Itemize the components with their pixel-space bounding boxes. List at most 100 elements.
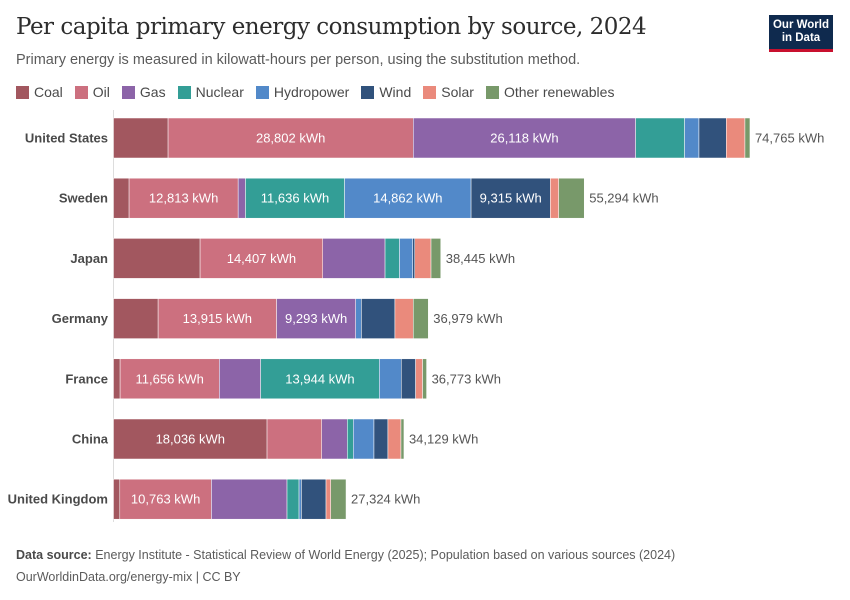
bar-segment-gas[interactable] xyxy=(219,358,261,400)
bar-segment-coal[interactable] xyxy=(113,298,159,339)
bar-segment-nuclear[interactable] xyxy=(384,238,400,279)
legend-swatch xyxy=(177,85,191,99)
bar-segment-oil[interactable] xyxy=(199,238,323,279)
total-value-label: 55,294 kWh xyxy=(589,191,658,206)
category-label: France xyxy=(65,371,108,386)
bar-segment-wind[interactable] xyxy=(301,478,327,520)
legend-swatch xyxy=(74,85,88,99)
bar-segment-wind[interactable] xyxy=(698,117,727,159)
segment-value-label: 11,636 kWh xyxy=(261,191,329,206)
bar-segment-solar[interactable] xyxy=(394,298,414,339)
bar-segment-oil[interactable] xyxy=(167,117,414,159)
segment-value-label: 28,802 kWh xyxy=(256,131,325,146)
bar-segment-gas[interactable] xyxy=(237,177,246,219)
legend-item-hydropower[interactable]: Hydropower xyxy=(255,84,350,100)
source-link[interactable]: OurWorldinData.org/energy-mix xyxy=(16,570,193,584)
bar-segment-gas[interactable] xyxy=(276,298,356,339)
bar-segment-nuclear[interactable] xyxy=(245,177,345,219)
source-label: Data source: xyxy=(16,548,92,562)
bar-segment-nuclear[interactable] xyxy=(286,478,300,520)
bar-segment-wind[interactable] xyxy=(373,418,389,460)
bar-segment-coal[interactable] xyxy=(113,177,130,219)
category-label: Germany xyxy=(52,311,109,326)
legend-label: Hydropower xyxy=(273,84,350,100)
total-value-label: 74,765 kWh xyxy=(755,131,824,146)
bar-segment-solar[interactable] xyxy=(414,238,432,279)
bar-segment-hydropower[interactable] xyxy=(355,298,362,339)
legend-item-wind[interactable]: Wind xyxy=(361,84,411,100)
legend-swatch xyxy=(16,85,29,99)
legend-item-solar[interactable]: Solar xyxy=(423,84,474,100)
bar-segment-solar[interactable] xyxy=(325,478,331,520)
legend-label: Wind xyxy=(379,84,412,100)
bar-segment-nuclear[interactable] xyxy=(347,418,354,460)
legend-label: Nuclear xyxy=(195,84,244,100)
bar-segment-solar[interactable] xyxy=(550,177,559,219)
legend-item-gas[interactable]: Gas xyxy=(121,84,166,100)
segment-value-label: 26,118 kWh xyxy=(490,131,558,146)
segment-value-label: 14,862 kWh xyxy=(373,191,442,206)
segment-value-label: 9,315 kWh xyxy=(480,191,542,206)
bar-segment-hydropower[interactable] xyxy=(353,418,375,460)
segment-value-label: 18,036 kWh xyxy=(156,432,225,447)
legend-label: Coal xyxy=(34,84,63,100)
bar-segment-oil[interactable] xyxy=(157,298,277,339)
bar-segment-coal[interactable] xyxy=(113,418,268,460)
bar-segment-solar[interactable] xyxy=(387,418,402,460)
bar-segment-coal[interactable] xyxy=(113,478,121,520)
total-value-label: 38,445 kWh xyxy=(446,251,515,266)
category-label: United States xyxy=(25,131,108,146)
bar-segment-solar[interactable] xyxy=(726,117,746,159)
bar-segment-nuclear[interactable] xyxy=(260,358,380,400)
bar-segment-oil[interactable] xyxy=(119,478,212,520)
bar-segment-wind[interactable] xyxy=(470,177,551,219)
bar-segment-hydropower[interactable] xyxy=(379,358,402,400)
legend-swatch xyxy=(361,85,375,99)
bar-segment-hydropower[interactable] xyxy=(298,478,302,520)
bar-segment-other-renewables[interactable] xyxy=(412,298,429,339)
bar-segment-gas[interactable] xyxy=(321,418,348,460)
bar-segment-hydropower[interactable] xyxy=(399,238,413,279)
legend-item-other-renewables[interactable]: Other renewables xyxy=(485,84,615,100)
bar-segment-wind[interactable] xyxy=(401,358,416,400)
source-text: Energy Institute - Statistical Review of… xyxy=(95,548,676,562)
segment-value-label: 12,813 kWh xyxy=(149,191,218,206)
bar-segment-oil[interactable] xyxy=(128,177,239,219)
bar-segment-solar[interactable] xyxy=(415,358,423,400)
bar-segment-coal[interactable] xyxy=(113,358,121,400)
total-value-label: 36,979 kWh xyxy=(433,311,502,326)
bar-segment-wind[interactable] xyxy=(412,238,416,279)
bar-segment-oil[interactable] xyxy=(266,418,322,460)
bar-segment-hydropower[interactable] xyxy=(684,117,700,159)
bar-segment-other-renewables[interactable] xyxy=(558,177,585,219)
bar-segment-coal[interactable] xyxy=(113,238,201,279)
chart-title: Per capita primary energy consumption by… xyxy=(16,14,647,40)
bar-segment-gas[interactable] xyxy=(211,478,288,520)
legend-swatch xyxy=(485,85,499,99)
legend-swatch xyxy=(255,85,269,99)
segment-value-label: 9,293 kWh xyxy=(285,311,347,326)
legend-item-oil[interactable]: Oil xyxy=(74,84,110,100)
bar-segment-wind[interactable] xyxy=(361,298,396,339)
segment-value-label: 11,656 kWh xyxy=(136,371,204,386)
bar-segment-other-renewables[interactable] xyxy=(430,238,441,279)
bar-segment-other-renewables[interactable] xyxy=(330,478,347,520)
legend-swatch xyxy=(423,85,437,99)
segment-value-label: 13,915 kWh xyxy=(183,311,252,326)
legend-label: Other renewables xyxy=(503,84,615,100)
license-link[interactable]: CC BY xyxy=(202,570,241,584)
owid-logo[interactable]: Our World in Data xyxy=(769,15,833,52)
bar-segment-other-renewables[interactable] xyxy=(422,358,427,400)
bar-segment-gas[interactable] xyxy=(322,238,386,279)
bar-segment-other-renewables[interactable] xyxy=(744,117,751,159)
bar-segment-other-renewables[interactable] xyxy=(400,418,405,460)
bar-segment-coal[interactable] xyxy=(113,117,169,159)
segment-value-label: 10,763 kWh xyxy=(131,492,200,507)
legend-item-coal[interactable]: Coal xyxy=(16,84,63,100)
bar-segment-oil[interactable] xyxy=(119,358,220,400)
bar-segment-hydropower[interactable] xyxy=(344,177,472,219)
legend-item-nuclear[interactable]: Nuclear xyxy=(177,84,244,100)
bar-segment-nuclear[interactable] xyxy=(635,117,685,159)
chart-subtitle: Primary energy is measured in kilowatt-h… xyxy=(16,52,581,68)
